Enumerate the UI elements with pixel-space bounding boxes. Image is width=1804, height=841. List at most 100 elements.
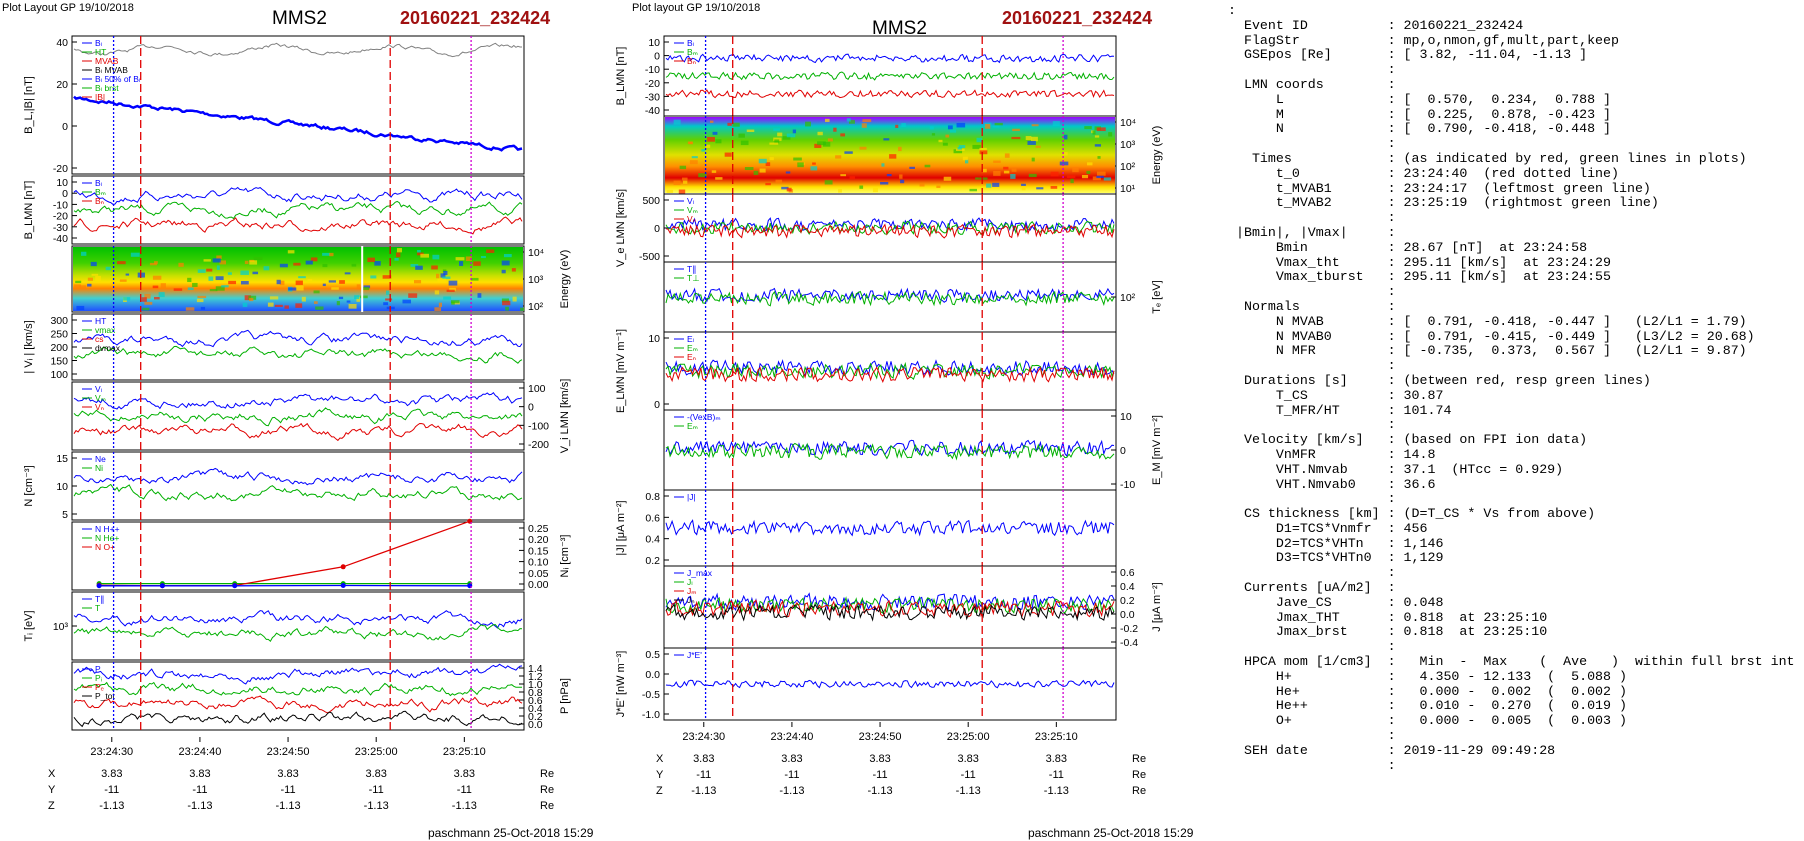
right-panel-1-spectrogram-speckle [765, 162, 771, 167]
right-panel-1-spectrogram-speckle [688, 141, 693, 145]
right-ephem-value: -1.13 [956, 785, 981, 797]
left-panel-0-ytick: 20 [56, 79, 68, 91]
left-panel-2-ylabel: Energy (eV) [559, 250, 571, 309]
left-panel-6-ytick: 0.00 [528, 579, 549, 591]
left-panel-1-ytick: -20 [53, 211, 68, 223]
left-panel-2-spectrogram-speckle [431, 265, 438, 270]
left-panel-1-ylabel: B_LMN [nT] [23, 181, 35, 240]
left-panel-2-spectrogram-speckle [187, 277, 192, 283]
left-panel-2-spectrogram-speckle [95, 275, 101, 281]
left-panel-6-frame [71, 521, 525, 591]
right-panel-1-spectrogram-speckle [1097, 156, 1101, 159]
left-panel-2-spectrogram-speckle [438, 302, 442, 307]
right-panel-1-spectrogram-speckle [709, 120, 714, 123]
right-panel-6-legend-label: |J| [687, 492, 696, 502]
right-panel-7-legend-label: J_max [687, 568, 713, 578]
right-panel-1-spectrogram-speckle [824, 180, 833, 185]
left-panel-8-series-3 [73, 710, 523, 728]
right-panel-1-spectrogram-speckle [1096, 127, 1106, 132]
right-ephem-value: -1.13 [868, 785, 893, 797]
right-panel-1-spectrogram-speckle [769, 142, 779, 145]
right-panel-1-spectrogram-speckle [953, 149, 963, 154]
left-panel-1-series-2 [73, 216, 523, 235]
right-panel-0-legend-label: Bₗ [687, 38, 695, 48]
left-panel-2-spectrogram-speckle [216, 255, 222, 259]
left-panel-0-legend-label: |B| [95, 92, 105, 102]
left-plot-header: Plot Layout GP 19/10/2018 [2, 2, 134, 14]
info-line: VHT.Nmvab0 : 36.6 [1275, 476, 1436, 492]
right-panel-1-spectrogram-speckle [886, 173, 892, 177]
right-panel-1-spectrogram-speckle [993, 171, 1001, 176]
left-ephem-label: Y [48, 784, 56, 796]
right-panel-0-legend-label: Bₙ [687, 56, 697, 66]
left-panel-2-spectrogram-speckle [105, 266, 111, 271]
left-panel-2-ytick: 10³ [528, 274, 544, 286]
right-panel-1-spectrogram-speckle [1036, 187, 1044, 190]
right-ephem-value: 3.83 [781, 753, 802, 765]
right-ephem-value: 3.83 [869, 753, 890, 765]
left-panel-1-ytick: -30 [53, 222, 68, 234]
right-panel-8-ytick: -0.5 [642, 689, 660, 701]
right-panel-2-legend-label: Vₙ [687, 214, 697, 224]
info-line: D1=TCS*Vnmfr : 456 [1275, 520, 1428, 536]
left-panel-2-spectrogram-speckle [408, 293, 418, 298]
right-panel-0-ytick: 10 [648, 37, 660, 49]
info-line: : [1228, 4, 1236, 18]
left-panel-2-spectrogram-speckle [197, 269, 206, 273]
left-panel-0-ytick: 40 [56, 37, 68, 49]
left-panel-1-ytick: -40 [53, 233, 68, 245]
left-panel-2-spectrogram-speckle [322, 283, 326, 287]
right-panel-1-spectrogram-speckle [705, 144, 711, 148]
right-panel-1-spectrogram-speckle [979, 147, 987, 152]
info-line: : [1387, 284, 1396, 300]
right-ephem-unit: Re [1132, 753, 1146, 765]
info-line: t_0 : 23:24:40 (red dotted line) [1275, 165, 1619, 181]
left-panel-2-spectrogram-speckle [274, 304, 283, 307]
left-panel-4-ytick: 0 [528, 402, 534, 414]
right-panel-0-ytick: -30 [645, 91, 660, 103]
right-panel-1-spectrogram-speckle [833, 127, 837, 132]
right-panel-8-ylabel: J*E' [nW m⁻³] [615, 651, 627, 718]
left-panel-4-ytick: -100 [528, 420, 549, 432]
left-panel-2-spectrogram-speckle [293, 262, 301, 266]
right-panel-1-spectrogram-speckle [1012, 128, 1020, 132]
left-panel-3-legend-label: HT [95, 316, 106, 326]
info-line: |Bmin|, |Vmax| : [1235, 224, 1396, 240]
left-panel-4-series-0 [73, 391, 523, 410]
left-panel-2-spectrogram-speckle [436, 273, 440, 279]
right-panel-4-frame [663, 331, 1117, 411]
right-footer: paschmann 25-Oct-2018 15:29 [1028, 826, 1194, 840]
right-plot-header: Plot layout GP 19/10/2018 [632, 2, 761, 14]
left-panel-2-spectrogram-speckle [315, 306, 324, 310]
right-panel-1-spectrogram-speckle [1035, 145, 1041, 148]
right-panel-1-spectrogram-speckle [753, 170, 759, 175]
left-ephem-value: 3.83 [189, 768, 210, 780]
left-panel-7-ytick: 10³ [53, 621, 69, 633]
left-panel-2-spectrogram-speckle [144, 293, 151, 299]
right-panel-4-legend-label: Eₘ [687, 343, 699, 353]
left-panel-8-series-2 [73, 695, 523, 714]
right-panel-1-spectrogram-speckle [899, 174, 903, 179]
left-panel-0-frame [71, 35, 525, 175]
right-panel-0-ytick: 0 [654, 51, 660, 63]
right-panel-0-ytick: -10 [645, 64, 660, 76]
left-panel-2-spectrogram-speckle [276, 279, 281, 285]
left-panel-2-spectrogram-speckle [313, 290, 320, 294]
left-panel-2-spectrogram-speckle [279, 280, 285, 286]
left-panel-3-legend-label: vmax [95, 325, 116, 335]
left-panel-5-series-1 [73, 483, 523, 502]
left-panel-2-spectrogram-speckle [415, 265, 423, 270]
left-panel-6-legend-label: N H++ [95, 524, 120, 534]
left-panel-2-spectrogram-speckle [269, 296, 279, 300]
left-panel-2-spectrogram-speckle [432, 254, 440, 260]
right-panel-1-spectrogram-speckle [1028, 173, 1037, 178]
right-panel-1-spectrogram-speckle [957, 147, 962, 150]
right-panel-7-ylabel: J [μA m⁻²] [1151, 582, 1163, 631]
left-panel-2-spectrogram-speckle [185, 307, 195, 311]
right-panel-6-ytick: 0.2 [645, 555, 660, 567]
left-panel-2-spectrogram-speckle [450, 300, 460, 304]
left-panel-2-spectrogram-speckle [240, 280, 249, 285]
left-panel-5-legend-label: Ni [95, 463, 103, 473]
right-panel-1-spectrogram-speckle [1011, 168, 1017, 172]
right-panel-1-spectrogram-speckle [774, 139, 780, 144]
